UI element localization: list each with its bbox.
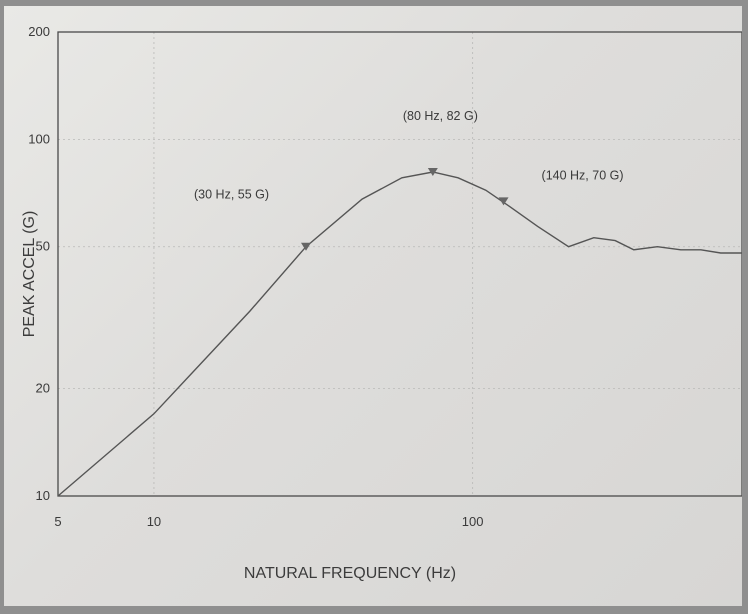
y-axis-label: PEAK ACCEL (G) xyxy=(21,211,38,338)
y-tick-label: 20 xyxy=(36,381,50,396)
marker-annotation: (80 Hz, 82 G) xyxy=(403,109,478,123)
x-axis-label: NATURAL FREQUENCY (Hz) xyxy=(244,565,456,582)
marker-point xyxy=(301,242,312,251)
photo-page: 5 10 100 10 20 50 100 200 (30 Hz, 55 G) (80 Hz, … xyxy=(4,6,742,606)
marker-point xyxy=(427,167,438,176)
y-tick-label: 10 xyxy=(36,488,50,503)
series-line xyxy=(57,171,742,497)
tick-labels: 5 10 100 10 20 50 100 200 xyxy=(28,24,483,529)
plot-frame xyxy=(57,31,742,497)
y-tick-label: 50 xyxy=(36,239,50,254)
x-tick-label: 10 xyxy=(147,514,161,529)
marker-annotation: (140 Hz, 70 G) xyxy=(542,168,624,182)
y-tick-label: 100 xyxy=(28,131,50,146)
x-tick-label: 5 xyxy=(54,514,61,529)
markers: (30 Hz, 55 G) (80 Hz, 82 G) (140 Hz, 70 G) xyxy=(194,109,624,251)
chart: 5 10 100 10 20 50 100 200 (30 Hz, 55 G) (80 Hz, … xyxy=(21,24,742,582)
grid xyxy=(57,31,742,497)
marker-point xyxy=(498,197,509,206)
y-tick-label: 200 xyxy=(28,24,50,39)
marker-annotation: (30 Hz, 55 G) xyxy=(194,188,269,202)
x-tick-label: 100 xyxy=(462,514,484,529)
